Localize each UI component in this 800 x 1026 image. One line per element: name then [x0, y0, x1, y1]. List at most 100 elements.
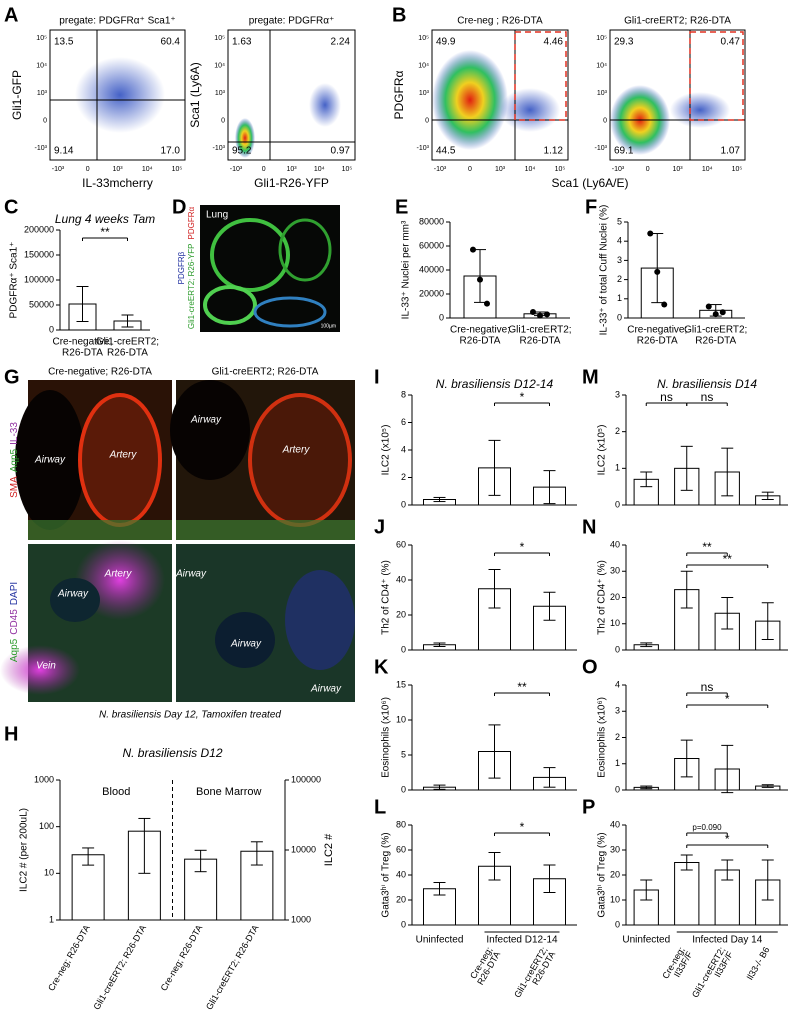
y-axis-label: ILC2 (x10⁵)	[381, 425, 392, 476]
y-tick-label: 3	[615, 706, 620, 716]
y-tick-label: 40	[610, 539, 620, 549]
group-label: Infected D12-14	[486, 935, 558, 946]
y-tick-label: 0	[401, 784, 406, 794]
data-point	[719, 309, 726, 316]
data-point	[705, 303, 712, 310]
tissue	[253, 296, 327, 328]
image-label: Artery	[109, 450, 138, 461]
y-tick-label: 30	[610, 844, 620, 854]
image-label: Airway	[230, 639, 262, 650]
tissue	[215, 612, 275, 668]
tissue	[176, 520, 355, 540]
significance-label: *	[725, 832, 730, 846]
section-label: Blood	[102, 786, 130, 798]
plot-frame	[431, 29, 569, 161]
y-tick-label: 200000	[24, 224, 54, 234]
plot-title: pregate: PDGFRα⁺	[249, 16, 335, 27]
x-tick-label: Gli1-creERT2;	[684, 325, 747, 336]
tissue	[15, 390, 85, 530]
data-point	[484, 300, 490, 307]
y-tick-label: 10⁴	[214, 62, 225, 69]
x-tick-label: 0	[86, 166, 90, 173]
y-axis-label: PDGFRα⁺ Sca1⁺	[9, 242, 20, 319]
panel-letter: K	[374, 656, 389, 678]
quadrant-value: 9.14	[54, 146, 74, 157]
quadrant-value: 1.07	[721, 146, 741, 157]
stain-label: PDGFRβ	[177, 251, 186, 284]
stain: SMA	[9, 476, 20, 498]
panel-letter: F	[585, 196, 597, 218]
x-tick-label: 10⁵	[732, 166, 743, 173]
x-axis-label: Sca1 (Ly6A/E)	[552, 176, 629, 190]
y-tick-label: 20	[610, 869, 620, 879]
y-tick-label: 10⁵	[596, 35, 607, 42]
panel-letter: J	[374, 516, 385, 538]
panel-letter: M	[582, 366, 599, 388]
y-tick-label: 0	[401, 499, 406, 509]
x-tick-label: 0	[646, 166, 650, 173]
quadrant-value: 95.2	[232, 146, 252, 157]
y-axis-label: IL-33⁺ of total Cuff Nuclei (%)	[599, 205, 610, 336]
y-tick-label: 2	[615, 732, 620, 742]
chart-title: N. brasiliensis D12	[122, 746, 222, 760]
image-label: Lung	[206, 210, 228, 221]
image-g: Cre-negative; R26-DTA Gli1-creERT2; R26-…	[0, 367, 355, 721]
y-tick-label: 20	[396, 894, 406, 904]
x-tick-label: 10⁴	[525, 166, 536, 173]
bar	[674, 862, 700, 926]
y-tick-label: 1	[617, 293, 622, 303]
tissue	[203, 285, 257, 325]
plot-frame	[49, 29, 186, 161]
stain-label: SMA Aqp5 IL-33	[9, 422, 20, 498]
density-cloud	[670, 92, 730, 128]
y-tick-label: 60	[396, 539, 406, 549]
x-tick-label: Cre-negative;	[627, 325, 687, 336]
y-tick-label: 0	[615, 499, 620, 509]
y-tick-label: 0	[603, 117, 607, 124]
y-tick-label: 20000	[419, 288, 444, 298]
panel-letter: L	[374, 796, 386, 818]
image-label: Vein	[36, 661, 56, 672]
y-tick-label: 2	[401, 472, 406, 482]
y-axis-label: Gata3ʰⁱ of Treg (%)	[597, 832, 608, 917]
panel-letter: G	[4, 366, 20, 388]
panel-letter: C	[4, 196, 18, 218]
y-tick-label: 10⁵	[418, 35, 429, 42]
data-point	[654, 268, 661, 275]
x-tick-label: Gli1-creERT2;	[508, 325, 571, 336]
x-tick-label: Cre-neg; R26-DTA	[46, 923, 92, 992]
data-point	[477, 276, 483, 283]
density-cloud	[75, 57, 165, 133]
y-tick-label: 1	[615, 463, 620, 473]
y-tick-label: 0	[43, 117, 47, 124]
y-axis-label: Gli1-GFP	[10, 70, 24, 120]
quadrant-value: 60.4	[161, 37, 181, 48]
panel-letter: I	[374, 366, 380, 388]
y-tick-label: 100000	[24, 274, 54, 284]
quadrant-value: 69.1	[614, 146, 634, 157]
y-tick-label: 50000	[29, 299, 54, 309]
stain-label: Aqp5 CD45 DAPI	[9, 582, 20, 662]
gate	[514, 31, 567, 121]
x-tick-label: Cre-negative;	[52, 337, 112, 348]
image-label: Artery	[282, 445, 311, 456]
tissue	[285, 570, 355, 670]
significance-label: p=0.090	[692, 823, 722, 832]
y-tick-label: -10³	[595, 145, 608, 152]
stain: IL-33	[9, 422, 20, 445]
data-point	[712, 311, 719, 318]
y-tick-label: 10	[44, 868, 54, 878]
x-tick-label: Cre-neg; R26-DTA	[159, 923, 205, 992]
y-tick-label: 20	[610, 592, 620, 602]
quadrant-value: 2.24	[331, 37, 351, 48]
y-tick-label: 2	[617, 274, 622, 284]
y-tick-label: 0	[401, 644, 406, 654]
significance-label: **	[517, 680, 527, 694]
x-tick-label: -10³	[230, 166, 243, 173]
x-tick-label: R26-DTA	[637, 336, 678, 347]
scale-label: 100µm	[321, 323, 336, 329]
quadrant-value: 29.3	[614, 37, 634, 48]
y2-axis-label: ILC2 #	[323, 833, 335, 866]
y-tick-label: 3	[615, 389, 620, 399]
x-tick-label: R26-DTA	[107, 348, 148, 359]
